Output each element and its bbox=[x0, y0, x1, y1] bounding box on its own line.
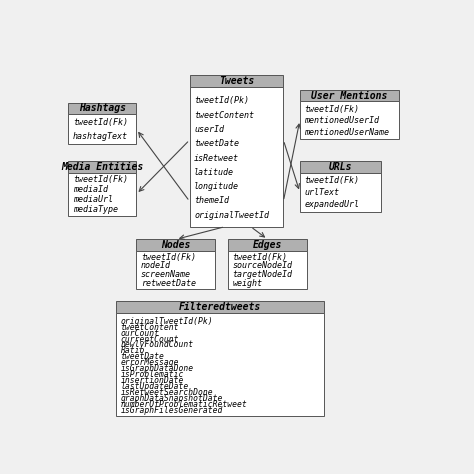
Text: targetNodeId: targetNodeId bbox=[233, 270, 292, 279]
Text: isGraphFilesGenerated: isGraphFilesGenerated bbox=[120, 406, 223, 415]
Bar bbox=[190, 87, 283, 227]
Text: urlText: urlText bbox=[304, 188, 339, 197]
Text: lastUpdateDate: lastUpdateDate bbox=[120, 382, 189, 391]
Text: originalTweetId: originalTweetId bbox=[194, 211, 269, 220]
Text: Tweets: Tweets bbox=[219, 76, 254, 86]
Bar bbox=[68, 114, 137, 145]
Text: Filteredtweets: Filteredtweets bbox=[179, 302, 261, 312]
Text: tweetId(Fk): tweetId(Fk) bbox=[73, 118, 128, 127]
Text: tweetContent: tweetContent bbox=[194, 111, 254, 120]
Bar bbox=[68, 102, 137, 114]
Bar bbox=[300, 161, 381, 173]
Bar bbox=[300, 101, 399, 139]
Text: mentionedUserName: mentionedUserName bbox=[304, 128, 389, 137]
Text: tweetDate: tweetDate bbox=[120, 352, 164, 361]
Text: currentCount: currentCount bbox=[120, 335, 179, 344]
Bar bbox=[300, 90, 399, 101]
Bar bbox=[116, 301, 324, 313]
Bar bbox=[116, 313, 324, 416]
Text: retweetDate: retweetDate bbox=[141, 279, 196, 288]
Text: isRetweet: isRetweet bbox=[194, 154, 239, 163]
Text: tweetId(Fk): tweetId(Fk) bbox=[141, 253, 196, 262]
Text: errorMessage: errorMessage bbox=[120, 358, 179, 367]
Bar bbox=[228, 239, 307, 251]
Bar bbox=[68, 173, 137, 216]
Text: mediaUrl: mediaUrl bbox=[73, 195, 113, 204]
Text: graphDataSnapshotDate: graphDataSnapshotDate bbox=[120, 394, 223, 403]
Text: Edges: Edges bbox=[253, 240, 283, 250]
Text: latitude: latitude bbox=[194, 168, 234, 177]
Text: weight: weight bbox=[233, 279, 263, 288]
Text: Ratio: Ratio bbox=[120, 346, 145, 356]
Text: isRetweetSearchDone: isRetweetSearchDone bbox=[120, 388, 213, 397]
Text: sourceNodeId: sourceNodeId bbox=[233, 261, 292, 270]
Text: numberOfProblematicRetweet: numberOfProblematicRetweet bbox=[120, 400, 247, 409]
Text: hashtagText: hashtagText bbox=[73, 132, 128, 141]
Bar bbox=[137, 251, 215, 289]
Text: URLs: URLs bbox=[328, 162, 352, 172]
Bar bbox=[190, 75, 283, 87]
Text: tweetDate: tweetDate bbox=[194, 139, 239, 148]
Text: nodeId: nodeId bbox=[141, 261, 171, 270]
Text: newlyFoundCount: newlyFoundCount bbox=[120, 340, 194, 349]
Text: insertionDate: insertionDate bbox=[120, 376, 184, 385]
Text: tweetId(Pk): tweetId(Pk) bbox=[194, 96, 249, 105]
Bar bbox=[137, 239, 215, 251]
Text: User Mentions: User Mentions bbox=[311, 91, 388, 100]
Text: longitude: longitude bbox=[194, 182, 239, 191]
Text: themeId: themeId bbox=[194, 196, 229, 205]
Text: Nodes: Nodes bbox=[161, 240, 191, 250]
Text: ourCount: ourCount bbox=[120, 328, 160, 337]
Text: userId: userId bbox=[194, 125, 224, 134]
Bar bbox=[68, 161, 137, 173]
Text: tweetId(Fk): tweetId(Fk) bbox=[304, 176, 359, 185]
Text: tweetId(Fk): tweetId(Fk) bbox=[233, 253, 288, 262]
Text: mediaType: mediaType bbox=[73, 205, 118, 214]
Text: screenName: screenName bbox=[141, 270, 191, 279]
Text: mediaId: mediaId bbox=[73, 185, 108, 194]
Text: tweetId(Fk): tweetId(Fk) bbox=[73, 175, 128, 184]
Text: originalTweetId(Pk): originalTweetId(Pk) bbox=[120, 317, 213, 326]
Text: isGraphDataDone: isGraphDataDone bbox=[120, 364, 194, 373]
Text: mentionedUserId: mentionedUserId bbox=[304, 116, 379, 125]
Bar bbox=[228, 251, 307, 289]
Text: isProblematic: isProblematic bbox=[120, 370, 184, 379]
Text: Hashtags: Hashtags bbox=[79, 103, 126, 113]
Text: tweetId(Fk): tweetId(Fk) bbox=[304, 105, 359, 114]
Bar bbox=[300, 173, 381, 212]
Text: tweetContent: tweetContent bbox=[120, 323, 179, 332]
Text: Media Entities: Media Entities bbox=[61, 162, 144, 172]
Text: expandedUrl: expandedUrl bbox=[304, 201, 359, 209]
